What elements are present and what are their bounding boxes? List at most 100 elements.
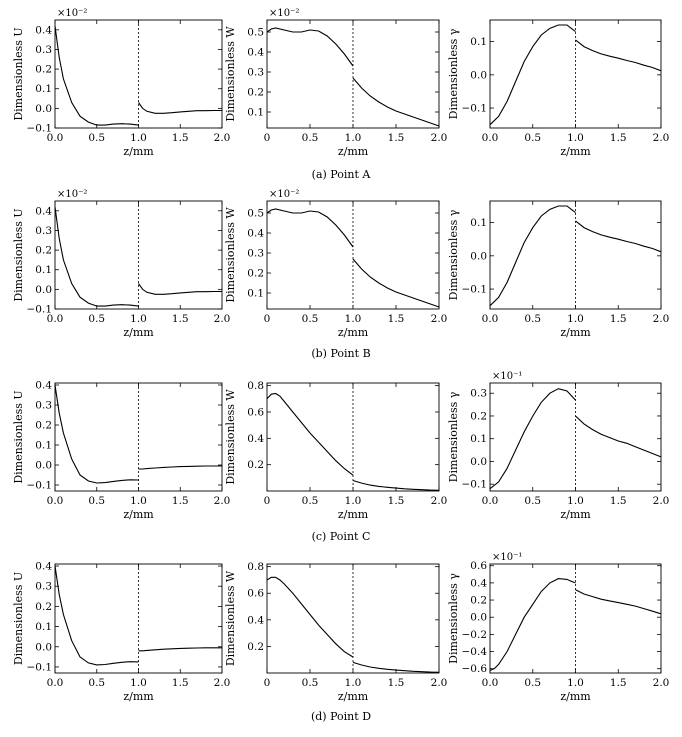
axis-multiplier: ×10⁻² xyxy=(269,8,299,19)
x-tick-label: 2.0 xyxy=(214,313,231,325)
y-tick-label: 0.1 xyxy=(470,36,487,48)
series-line xyxy=(138,465,222,470)
x-tick-label: 2.0 xyxy=(214,677,231,689)
y-tick-label: 0.6 xyxy=(247,588,264,600)
chart-panel: 0.0 0.5 1.0 1.5 2.0 −0.1 0.0 0.1 0.2 0.3 0.4 Dimens… xyxy=(12,380,230,522)
y-axis-label: Dimensionless W xyxy=(224,26,237,122)
series-line xyxy=(266,576,354,658)
y-tick-label: 0.3 xyxy=(35,44,52,56)
x-tick-label: 2.0 xyxy=(653,677,670,689)
y-tick-label: 0.4 xyxy=(35,561,52,573)
series-line xyxy=(138,647,222,652)
x-axis-label: z/mm xyxy=(560,508,591,521)
y-tick-label: 0.2 xyxy=(35,601,52,613)
x-tick-label: 2.0 xyxy=(431,313,448,325)
x-axis-label: z/mm xyxy=(560,326,591,339)
series-line xyxy=(352,77,440,127)
y-tick-label: 0.2 xyxy=(247,87,264,99)
x-tick-label: 2.0 xyxy=(214,132,231,144)
y-tick-label: 0.3 xyxy=(35,400,52,412)
y-tick-label: 0.4 xyxy=(35,205,52,217)
y-axis-label: Dimensionless γ xyxy=(447,573,460,664)
y-tick-label: 0.4 xyxy=(247,47,264,59)
chart-panel: 0 0.5 1.0 1.5 2.0 0.1 0.2 0.3 0.4 0.5 ×10⁻² Dimensi… xyxy=(224,189,447,339)
x-axis-label: z/mm xyxy=(560,690,591,703)
y-tick-label: 0.2 xyxy=(470,595,487,607)
x-tick-label: 2.0 xyxy=(431,677,448,689)
series-line xyxy=(575,415,662,458)
x-tick-label: 1.0 xyxy=(130,677,147,689)
y-axis-label: Dimensionless γ xyxy=(447,209,460,300)
y-tick-label: 0.0 xyxy=(35,103,52,115)
y-tick-label: 0.2 xyxy=(247,268,264,280)
x-tick-label: 1.5 xyxy=(172,677,189,689)
x-tick-label: 1.5 xyxy=(388,313,405,325)
chart-panel: 0.0 0.5 1.0 1.5 2.0 −0.1 0.0 0.1 0.2 0.3 ×10⁻¹ Dime… xyxy=(447,371,669,521)
series-line xyxy=(138,102,222,114)
x-axis-label: z/mm xyxy=(123,145,154,158)
series-line xyxy=(54,565,139,666)
x-tick-label: 0 xyxy=(264,495,271,507)
x-tick-label: 1.5 xyxy=(610,495,627,507)
y-axis-label: Dimensionless W xyxy=(224,570,237,666)
x-tick-label: 1.5 xyxy=(172,495,189,507)
y-axis-label: Dimensionless U xyxy=(12,572,25,665)
x-tick-label: 1.0 xyxy=(567,313,584,325)
y-tick-label: 0.1 xyxy=(247,107,264,119)
x-tick-label: 1.5 xyxy=(388,132,405,144)
x-axis-label: z/mm xyxy=(338,508,369,521)
y-tick-label: 0.0 xyxy=(470,612,487,624)
y-axis-label: Dimensionless U xyxy=(12,27,25,120)
x-tick-label: 0.0 xyxy=(47,495,64,507)
y-tick-label: −0.1 xyxy=(462,103,488,115)
y-axis-label: Dimensionless γ xyxy=(447,391,460,482)
y-tick-label: 0.5 xyxy=(247,208,264,220)
y-tick-label: 0.3 xyxy=(35,225,52,237)
axis-multiplier: ×10⁻² xyxy=(269,189,299,200)
series-line xyxy=(54,384,139,484)
y-tick-label: 0.0 xyxy=(35,460,52,472)
y-tick-label: −0.1 xyxy=(27,304,53,316)
y-tick-label: 0.4 xyxy=(35,380,52,392)
x-tick-label: 1.0 xyxy=(130,495,147,507)
x-tick-label: 0.5 xyxy=(302,313,319,325)
y-tick-label: 0.1 xyxy=(470,217,487,229)
x-tick-label: 0.0 xyxy=(482,495,499,507)
series-line xyxy=(266,392,354,476)
y-tick-label: 0.4 xyxy=(247,228,264,240)
row-caption: (a) Point A xyxy=(312,168,372,181)
chart-panel: 0 0.5 1.0 1.5 2.0 0.2 0.4 0.6 0.8 Dimensionless W… xyxy=(224,380,447,521)
x-tick-label: 0.5 xyxy=(302,495,319,507)
x-axis-label: z/mm xyxy=(123,508,154,521)
y-tick-label: 0.1 xyxy=(470,433,487,445)
y-tick-label: −0.1 xyxy=(27,480,53,492)
series-line xyxy=(489,578,576,671)
x-tick-label: 0.5 xyxy=(524,677,541,689)
y-tick-label: 0.0 xyxy=(470,456,487,468)
x-axis-label: z/mm xyxy=(123,690,154,703)
chart-panel: 0 0.5 1.0 1.5 2.0 0.1 0.2 0.3 0.4 0.5 ×10⁻² Dimensi… xyxy=(224,8,447,158)
x-tick-label: 2.0 xyxy=(653,495,670,507)
series-line xyxy=(138,283,222,295)
series-line xyxy=(489,24,576,126)
x-tick-label: 0.0 xyxy=(47,132,64,144)
y-tick-label: 0.0 xyxy=(470,250,487,262)
y-tick-label: 0.2 xyxy=(35,64,52,76)
series-line xyxy=(54,25,139,126)
x-tick-label: 1.5 xyxy=(172,313,189,325)
y-tick-label: −0.1 xyxy=(462,284,488,296)
x-tick-label: 2.0 xyxy=(653,132,670,144)
x-tick-label: 1.0 xyxy=(345,132,362,144)
y-tick-label: 0.8 xyxy=(247,561,264,573)
x-tick-label: 1.5 xyxy=(388,495,405,507)
y-tick-label: 0.8 xyxy=(247,380,264,392)
x-tick-label: 2.0 xyxy=(214,495,231,507)
y-axis-label: Dimensionless W xyxy=(224,389,237,485)
x-tick-label: 0.5 xyxy=(524,313,541,325)
x-tick-label: 2.0 xyxy=(431,495,448,507)
x-axis-label: z/mm xyxy=(338,690,369,703)
y-tick-label: −0.6 xyxy=(462,663,488,675)
row-caption: (d) Point D xyxy=(311,710,371,723)
y-tick-label: 0.6 xyxy=(470,560,487,572)
